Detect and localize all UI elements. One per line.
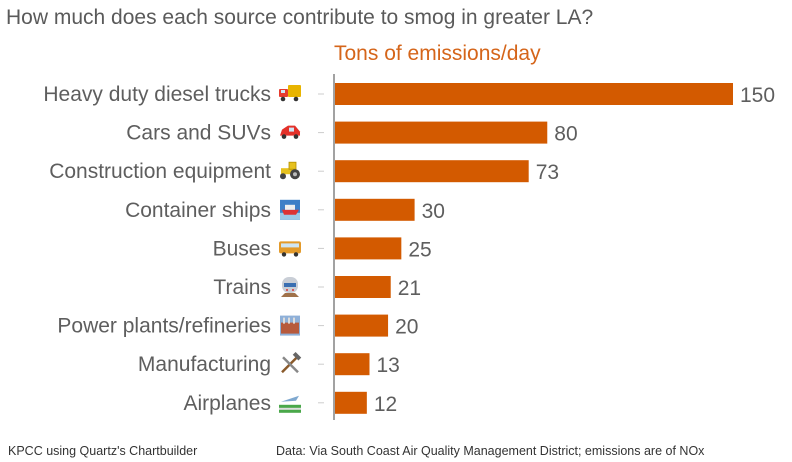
- value-label: 13: [376, 354, 399, 377]
- bar: [335, 276, 391, 298]
- bar-row: Power plants/refineries 20: [57, 314, 418, 339]
- hammer-wrench-icon: [281, 351, 302, 374]
- chart-subtitle: Tons of emissions/day: [334, 42, 541, 65]
- bar-row: Heavy duty diesel trucks 150: [43, 83, 775, 107]
- bar: [335, 198, 415, 221]
- bar: [335, 391, 367, 414]
- value-label: 12: [374, 393, 397, 416]
- bar-row: Manufacturing 13: [138, 351, 400, 377]
- footer-source: Data: Via South Coast Air Quality Manage…: [276, 444, 705, 458]
- factory-icon: [280, 315, 300, 336]
- value-label: 30: [422, 200, 445, 223]
- truck-icon: [279, 85, 301, 102]
- bar: [335, 314, 389, 337]
- category-label: Manufacturing: [138, 353, 271, 376]
- category-label: Container ships: [125, 199, 271, 222]
- category-label: Power plants/refineries: [57, 315, 271, 338]
- value-label: 20: [395, 316, 418, 339]
- bar: [335, 160, 529, 183]
- chart-title: How much does each source contribute to …: [6, 6, 594, 29]
- bus-icon: [279, 241, 301, 257]
- bar-row: Buses 25: [213, 237, 432, 261]
- category-label: Buses: [213, 237, 271, 260]
- category-label: Cars and SUVs: [126, 122, 271, 145]
- value-label: 25: [408, 238, 431, 261]
- category-label: Heavy duty diesel trucks: [43, 83, 271, 106]
- value-label: 80: [554, 123, 577, 146]
- train-icon: [281, 277, 299, 297]
- category-label: Airplanes: [183, 392, 271, 415]
- bar: [335, 121, 548, 144]
- bar: [335, 353, 370, 376]
- bar-row: Airplanes 12: [183, 391, 397, 416]
- category-label: Construction equipment: [49, 160, 271, 183]
- value-label: 73: [536, 161, 559, 184]
- bar-row: Container ships 30: [125, 198, 445, 223]
- value-label: 150: [740, 84, 775, 107]
- car-icon: [280, 125, 300, 139]
- value-label: 21: [398, 277, 421, 300]
- bar-row: Construction equipment 73: [49, 160, 559, 184]
- bar-row: Trains 21: [213, 276, 421, 300]
- bar: [335, 83, 733, 105]
- footer-credit: KPCC using Quartz's Chartbuilder: [8, 444, 198, 458]
- bar: [335, 237, 402, 260]
- ship-icon: [280, 199, 300, 220]
- bar-row: Cars and SUVs 80: [126, 121, 578, 146]
- airplane-icon: [279, 395, 301, 413]
- category-label: Trains: [213, 276, 271, 299]
- tractor-icon: [280, 161, 300, 180]
